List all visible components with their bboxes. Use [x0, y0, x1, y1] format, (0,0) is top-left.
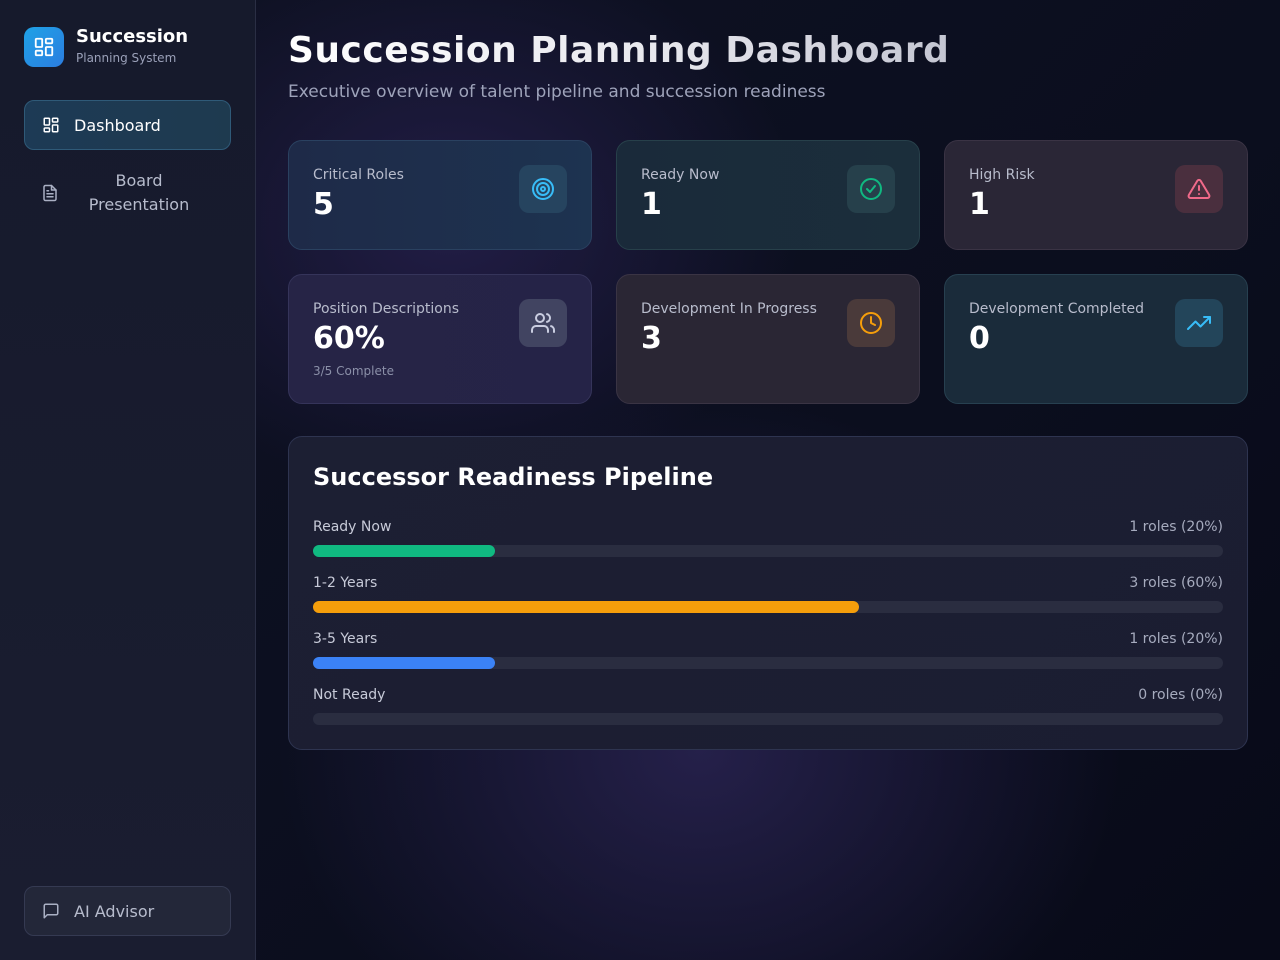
progress-track: [313, 601, 1223, 613]
target-icon: [519, 165, 567, 213]
page-subtitle: Executive overview of talent pipeline an…: [288, 82, 826, 102]
users-icon: [519, 299, 567, 347]
progress-track: [313, 657, 1223, 669]
alert-triangle-icon: [1175, 165, 1223, 213]
card-label: Development Completed: [969, 301, 1145, 317]
message-square-icon: [41, 901, 61, 921]
trending-up-icon: [1175, 299, 1223, 347]
stage-label: Not Ready: [313, 687, 386, 703]
progress-fill: [313, 545, 495, 557]
progress-track: [313, 545, 1223, 557]
page-title: Succession Planning Dashboard: [288, 30, 950, 71]
sidebar-item-board-presentation[interactable]: Board Presentation: [24, 168, 231, 218]
card-value: 5: [313, 187, 334, 222]
card-value: 1: [641, 187, 662, 222]
layout-dashboard-icon: [41, 115, 61, 135]
card-value: 1: [969, 187, 990, 222]
stage-count: 1 roles (20%): [1129, 519, 1223, 535]
card-label: Development In Progress: [641, 301, 817, 317]
development-completed-card[interactable]: Development Completed 0: [944, 274, 1248, 404]
clock-icon: [847, 299, 895, 347]
card-note: 3/5 Complete: [313, 364, 394, 378]
card-value: 60%: [313, 321, 385, 356]
pipeline-title: Successor Readiness Pipeline: [313, 463, 714, 491]
stage-count: 1 roles (20%): [1129, 631, 1223, 647]
critical-roles-card[interactable]: Critical Roles 5: [288, 140, 592, 250]
card-value: 0: [969, 321, 990, 356]
pipeline-stage-not-ready: Not Ready 0 roles (0%): [313, 687, 1223, 727]
stage-count: 3 roles (60%): [1129, 575, 1223, 591]
stage-label: 1-2 Years: [313, 575, 378, 591]
sidebar-item-label: Board Presentation: [88, 171, 190, 214]
position-descriptions-card[interactable]: Position Descriptions 60% 3/5 Complete: [288, 274, 592, 404]
stage-count: 0 roles (0%): [1138, 687, 1223, 703]
card-value: 3: [641, 321, 662, 356]
card-label: Position Descriptions: [313, 301, 459, 317]
sidebar: Succession Planning System Dashboard Boa…: [0, 0, 256, 960]
ready-now-card[interactable]: Ready Now 1: [616, 140, 920, 250]
card-label: High Risk: [969, 167, 1035, 183]
pipeline-stage-3-5-years: 3-5 Years 1 roles (20%): [313, 631, 1223, 671]
progress-fill: [313, 601, 859, 613]
check-circle-icon: [847, 165, 895, 213]
file-text-icon: [40, 183, 60, 203]
pipeline-stage-1-2-years: 1-2 Years 3 roles (60%): [313, 575, 1223, 615]
brand-title: Succession: [76, 26, 189, 47]
ai-advisor-label: AI Advisor: [74, 901, 155, 921]
stage-label: 3-5 Years: [313, 631, 378, 647]
card-label: Ready Now: [641, 167, 720, 183]
high-risk-card[interactable]: High Risk 1: [944, 140, 1248, 250]
brand-subtitle: Planning System: [76, 51, 177, 65]
progress-fill: [313, 657, 495, 669]
grid-icon: [24, 26, 64, 67]
card-label: Critical Roles: [313, 167, 404, 183]
successor-readiness-pipeline: Successor Readiness Pipeline Ready Now 1…: [288, 436, 1248, 750]
ai-advisor-button[interactable]: AI Advisor: [24, 886, 231, 936]
sidebar-item-label: Dashboard: [74, 115, 161, 135]
sidebar-item-dashboard[interactable]: Dashboard: [24, 100, 231, 150]
pipeline-stage-ready-now: Ready Now 1 roles (20%): [313, 519, 1223, 559]
progress-track: [313, 713, 1223, 725]
stage-label: Ready Now: [313, 519, 392, 535]
brand: Succession Planning System: [24, 26, 188, 67]
development-in-progress-card[interactable]: Development In Progress 3: [616, 274, 920, 404]
